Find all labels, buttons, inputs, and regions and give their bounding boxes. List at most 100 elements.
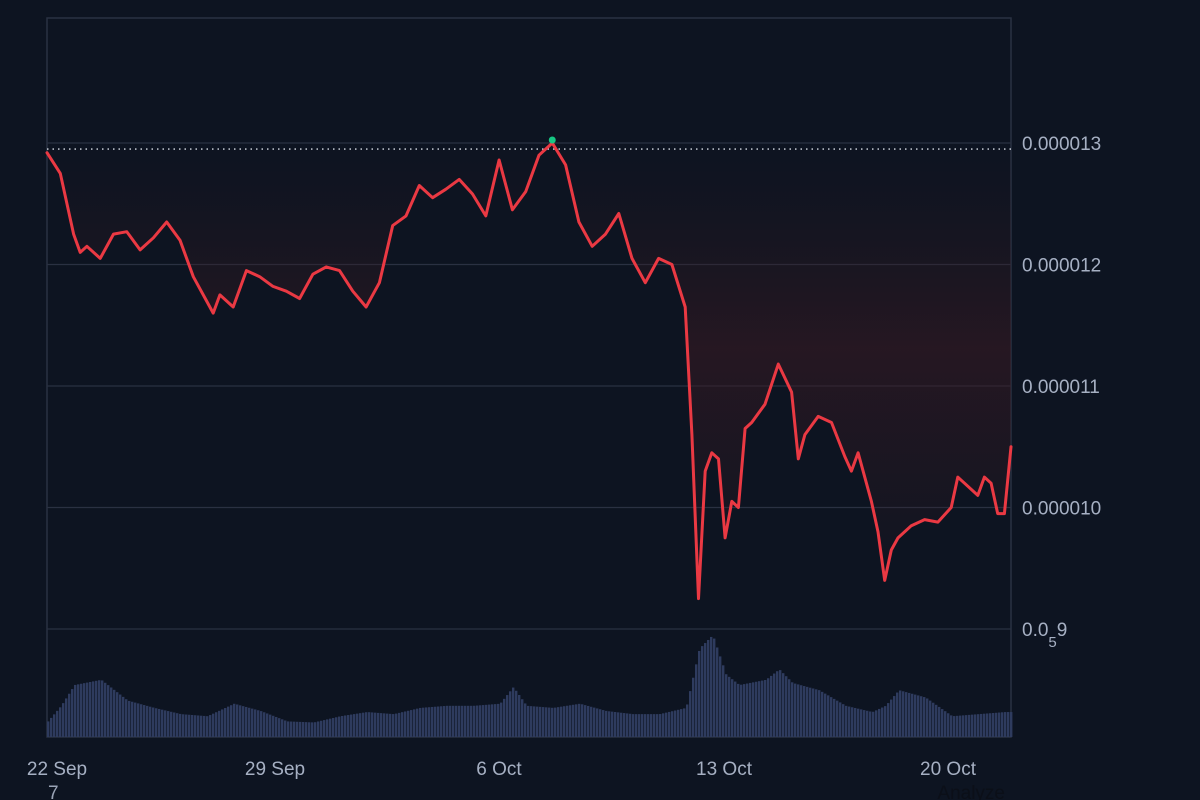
volume-bar	[617, 712, 620, 737]
volume-bar	[983, 713, 986, 737]
y-axis-labels: 0.000013 0.000012 0.000011 0.000010 0.059	[1022, 134, 1101, 651]
volume-bar	[638, 714, 641, 737]
volume-bar	[950, 715, 953, 737]
volume-bar	[803, 686, 806, 737]
volume-bar	[344, 715, 347, 737]
volume-bar	[770, 675, 773, 737]
volume-bar	[497, 703, 500, 737]
volume-bar	[923, 697, 926, 737]
volume-bar	[797, 684, 800, 737]
volume-bar	[806, 686, 809, 737]
volume-bar	[353, 714, 356, 737]
volume-bar	[536, 706, 539, 737]
volume-bar	[722, 665, 725, 737]
volume-bar	[86, 682, 89, 737]
volume-bar	[68, 693, 71, 737]
volume-bar	[404, 711, 407, 737]
volume-bar	[794, 683, 797, 737]
volume-bar	[737, 683, 740, 737]
volume-bar	[986, 713, 989, 737]
volume-bar	[959, 715, 962, 737]
volume-bar	[746, 683, 749, 737]
volume-bar	[851, 707, 854, 737]
volume-bar	[926, 698, 929, 737]
x-tick-label-0: 22 Sep	[27, 759, 87, 780]
volume-bar	[608, 711, 611, 737]
volume-bar	[110, 687, 113, 737]
volume-bar	[599, 709, 602, 737]
price-line-group[interactable]	[45, 141, 1013, 601]
volume-bar	[734, 681, 737, 737]
volume-bar	[413, 709, 416, 737]
volume-bar	[128, 700, 131, 737]
volume-bar	[626, 713, 629, 737]
volume-bar	[125, 699, 128, 737]
price-line[interactable]	[45, 141, 1013, 601]
volume-bar	[584, 705, 587, 737]
volume-bar	[422, 707, 425, 737]
volume-bar	[410, 710, 413, 737]
volume-bar	[533, 706, 536, 737]
analyze-label[interactable]: Analyze	[937, 783, 1005, 800]
volume-bar	[917, 695, 920, 737]
volume-bar	[467, 705, 470, 737]
volume-bar	[713, 638, 716, 737]
volume-bar	[302, 722, 305, 737]
volume-bar	[560, 706, 563, 737]
volume-bar	[992, 713, 995, 737]
volume-bar	[227, 706, 230, 737]
volume-bar	[203, 715, 206, 737]
volume-bar	[122, 696, 125, 737]
volume-bar	[938, 706, 941, 737]
volume-bar	[980, 713, 983, 737]
volume-bar	[569, 705, 572, 737]
volume-bar	[668, 711, 671, 737]
volume-bar	[287, 721, 290, 737]
volume-bar	[401, 712, 404, 737]
volume-bar	[116, 692, 119, 737]
volume-bar	[83, 683, 86, 737]
volume-bar	[284, 720, 287, 737]
volume-bar	[800, 685, 803, 737]
volume-bar	[446, 705, 449, 737]
volume-bar	[308, 722, 311, 737]
volume-bar	[590, 706, 593, 737]
volume-bar	[356, 713, 359, 737]
volume-bar	[689, 691, 692, 737]
volume-bar	[1001, 712, 1004, 737]
x-tick-label-1: 29 Sep	[245, 759, 305, 780]
volume-bar	[56, 710, 59, 737]
volume-bar	[374, 712, 377, 737]
volume-bar	[296, 721, 299, 737]
volume-bar	[335, 717, 338, 737]
volume-bar	[53, 714, 56, 737]
volume-bar	[812, 688, 815, 737]
volume-bar	[74, 684, 77, 737]
volume-bar	[386, 713, 389, 737]
volume-bar	[317, 721, 320, 737]
volume-bar	[269, 714, 272, 737]
volume-bars	[47, 636, 1013, 737]
volume-bar	[686, 704, 689, 737]
volume-bar	[155, 708, 158, 737]
volume-bar	[98, 680, 101, 737]
volume-bar	[824, 693, 827, 737]
volume-bar	[551, 707, 554, 737]
volume-bar	[632, 714, 635, 737]
volume-bar	[863, 710, 866, 737]
volume-bar	[143, 705, 146, 737]
volume-bar	[974, 714, 977, 737]
volume-bar	[347, 715, 350, 737]
volume-bar	[221, 709, 224, 737]
volume-bar	[428, 707, 431, 737]
volume-bar	[674, 710, 677, 737]
price-area-fill	[47, 143, 1011, 599]
volume-bar	[971, 714, 974, 737]
volume-bar	[506, 695, 509, 737]
corner-label-left: 7	[48, 783, 59, 800]
volume-bar	[548, 707, 551, 737]
volume-bar	[260, 711, 263, 737]
volume-bar	[323, 720, 326, 737]
